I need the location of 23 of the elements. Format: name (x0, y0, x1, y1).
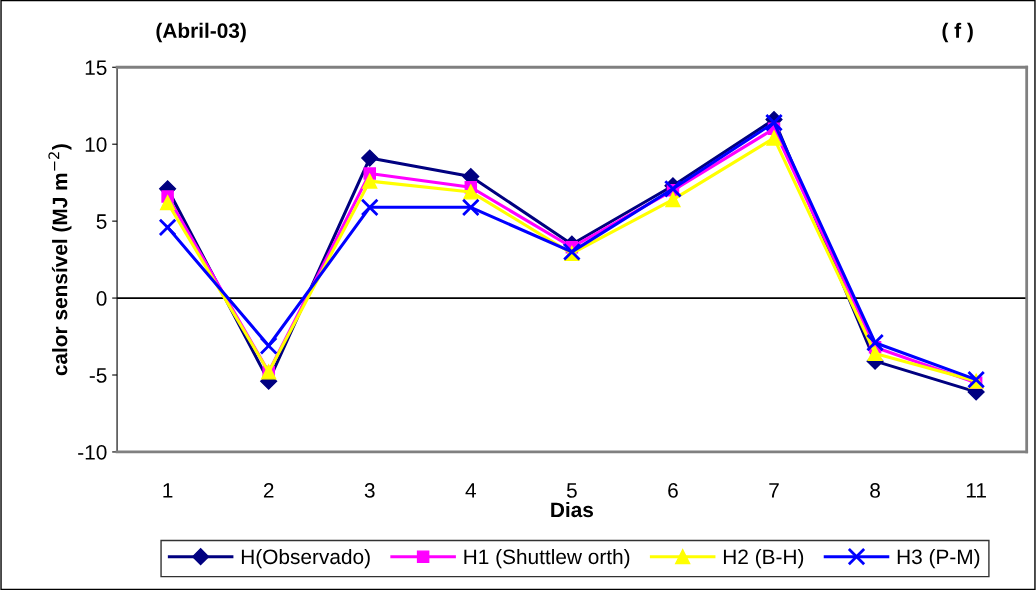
legend-label: H3 (P-M) (897, 548, 980, 569)
y-tick-label: 5 (96, 214, 107, 229)
x-tick-label: 5 (566, 483, 577, 498)
x-tick-label: 8 (870, 483, 880, 498)
x-tick-label: 6 (668, 483, 678, 498)
y-axis-title: calor sensível (MJ m$^{−2}$) (48, 144, 72, 376)
text: (Abril-03) (156, 22, 246, 43)
legend-label: H1 (Shuttlew orth) (464, 548, 630, 569)
x-axis-title: Dias (551, 501, 594, 518)
y-tick-label: 15 (85, 60, 107, 76)
x-tick-label: 3 (364, 483, 375, 498)
y-tick-label: 10 (85, 137, 107, 152)
legend-label: H(Observado) (241, 548, 370, 569)
x-tick-label: 11 (966, 483, 986, 498)
x-tick-label: 1 (163, 483, 173, 498)
legend-label: H2 (B-H) (723, 548, 804, 569)
x-tick-label: 4 (465, 483, 476, 498)
y-tick-label: -10 (78, 444, 107, 460)
text: ( f ) (942, 22, 973, 43)
x-tick-label: 7 (769, 483, 779, 498)
y-tick-label: -5 (89, 368, 107, 383)
y-tick-label: 0 (96, 291, 107, 306)
x-tick-label: 2 (263, 483, 274, 498)
